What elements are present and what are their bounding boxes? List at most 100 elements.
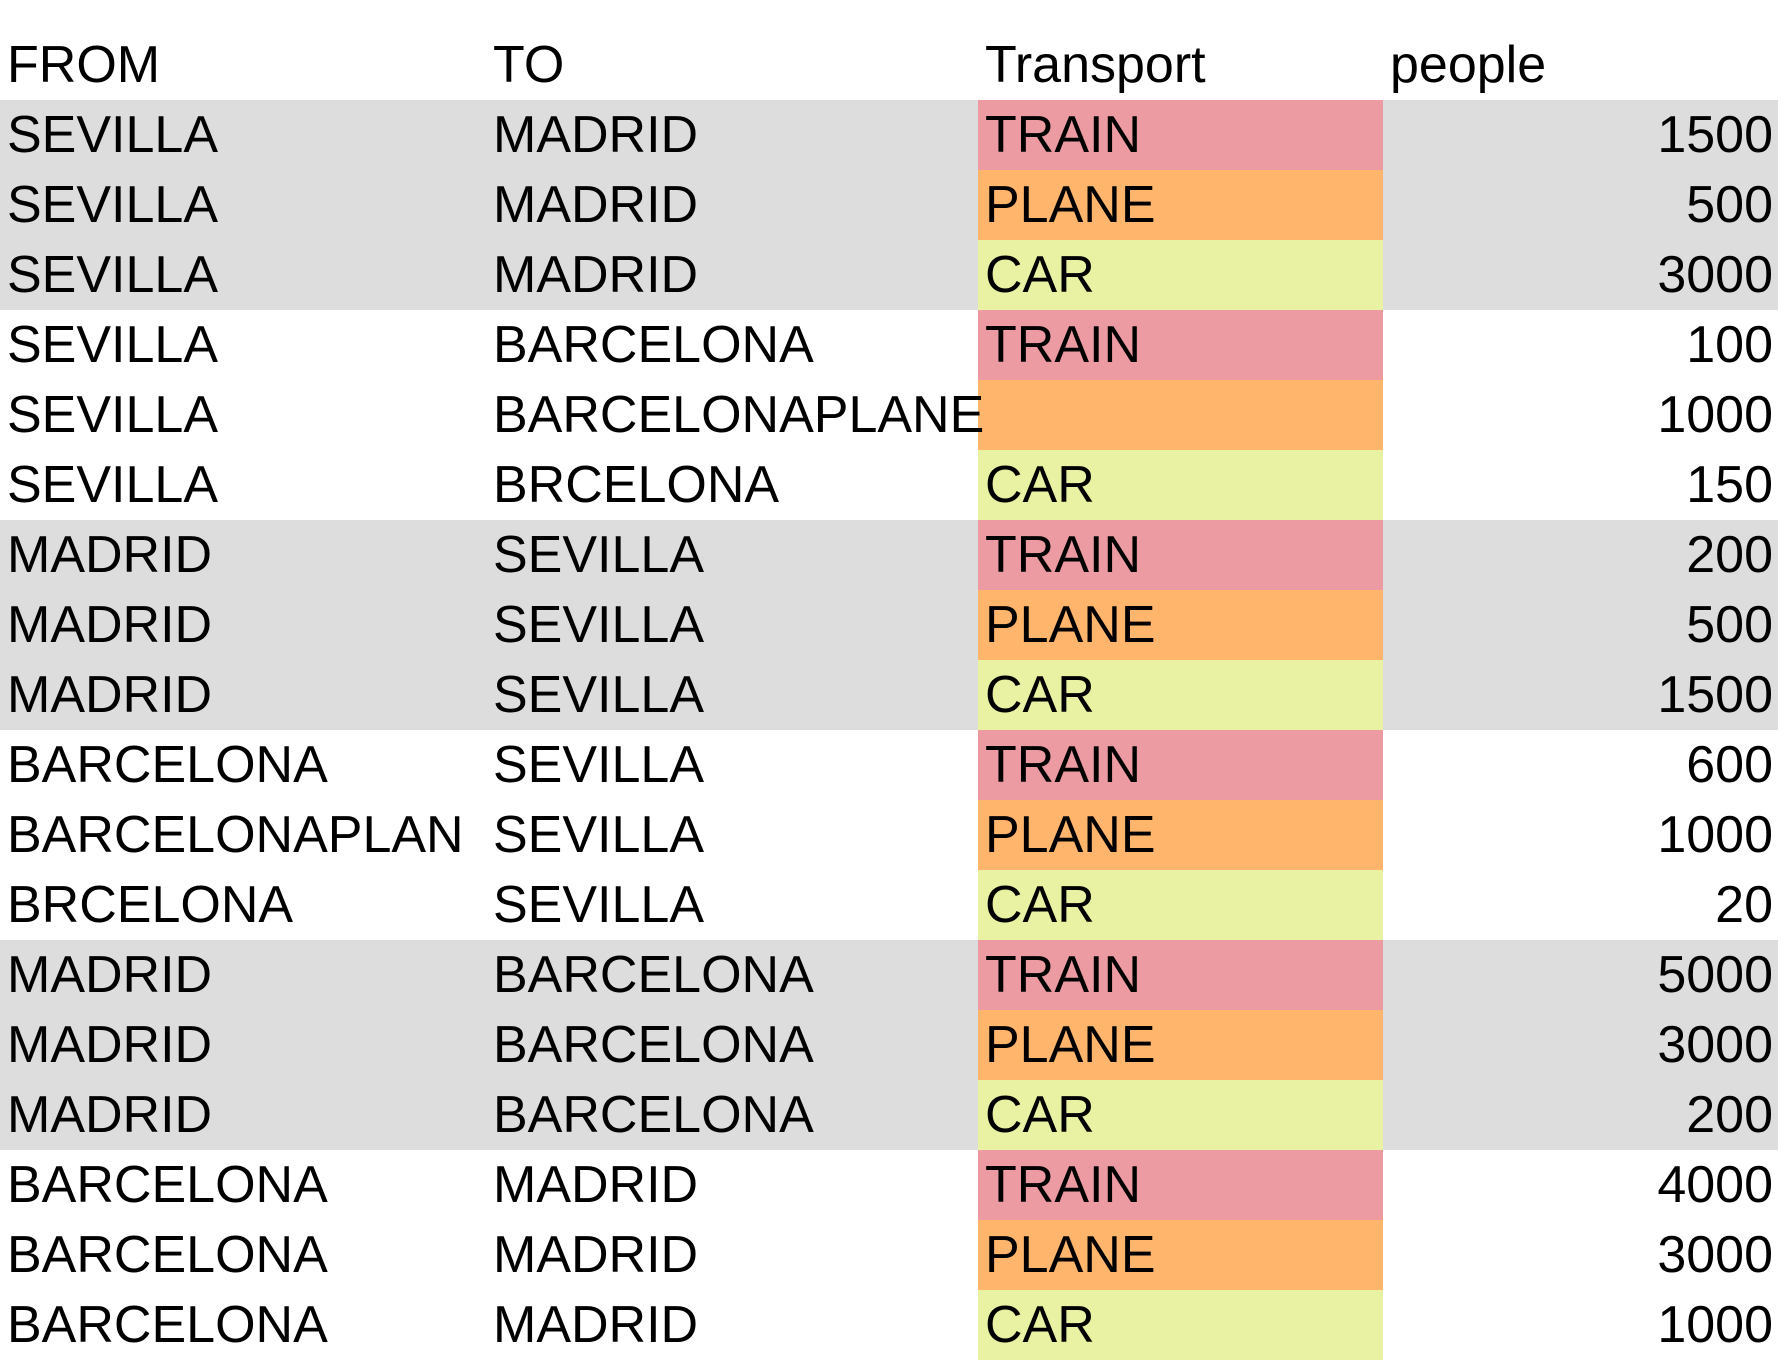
to-cell[interactable]: MADRID <box>493 176 699 234</box>
transport-fill <box>978 240 1383 310</box>
people-cell[interactable]: 3000 <box>1657 246 1773 304</box>
transport-fill <box>978 310 1383 380</box>
table-row: BRCELONA SEVILLA CAR 20 <box>0 870 1778 940</box>
table-row: SEVILLA MADRID TRAIN 1500 <box>0 100 1778 170</box>
people-cell[interactable]: 100 <box>1686 316 1773 374</box>
transport-fill <box>978 380 1383 450</box>
people-cell[interactable]: 200 <box>1686 1086 1773 1144</box>
transport-cell[interactable]: TRAIN <box>985 526 1141 584</box>
from-cell[interactable]: BARCELONA <box>7 736 328 794</box>
to-cell[interactable]: SEVILLA <box>493 666 705 724</box>
from-cell[interactable]: BRCELONA <box>7 876 294 934</box>
table-row: MADRID SEVILLA CAR 1500 <box>0 660 1778 730</box>
to-cell[interactable]: BARCELONA <box>493 946 814 1004</box>
transport-fill <box>978 660 1383 730</box>
table-row: BARCELONA MADRID TRAIN 4000 <box>0 1150 1778 1220</box>
people-cell[interactable]: 1500 <box>1657 106 1773 164</box>
transport-fill <box>978 100 1383 170</box>
from-cell[interactable]: MADRID <box>7 526 213 584</box>
transport-fill <box>978 730 1383 800</box>
from-cell[interactable]: SEVILLA <box>7 106 219 164</box>
transport-fill <box>978 590 1383 660</box>
table-row: MADRID BARCELONA TRAIN 5000 <box>0 940 1778 1010</box>
transport-cell[interactable]: TRAIN <box>985 106 1141 164</box>
transport-cell[interactable]: PLANE <box>985 596 1156 654</box>
transport-cell[interactable]: CAR <box>985 1296 1095 1354</box>
transport-cell[interactable]: TRAIN <box>985 736 1141 794</box>
from-cell[interactable]: SEVILLA <box>7 246 219 304</box>
people-cell[interactable]: 500 <box>1686 176 1773 234</box>
from-cell[interactable]: SEVILLA <box>7 456 219 514</box>
from-cell[interactable]: SEVILLA <box>7 176 219 234</box>
to-cell[interactable]: BARCELONA <box>493 316 814 374</box>
from-cell[interactable]: MADRID <box>7 946 213 1004</box>
table-row: MADRID SEVILLA TRAIN 200 <box>0 520 1778 590</box>
to-cell[interactable]: SEVILLA <box>493 736 705 794</box>
people-cell[interactable]: 600 <box>1686 736 1773 794</box>
to-cell[interactable]: SEVILLA <box>493 526 705 584</box>
to-cell[interactable]: BRCELONA <box>493 456 780 514</box>
people-cell[interactable]: 150 <box>1686 456 1773 514</box>
transport-cell[interactable]: CAR <box>985 246 1095 304</box>
from-cell[interactable]: SEVILLA <box>7 316 219 374</box>
transport-fill <box>978 520 1383 590</box>
people-cell[interactable]: 20 <box>1715 876 1773 934</box>
transport-cell[interactable]: TRAIN <box>985 946 1141 1004</box>
people-cell[interactable]: 5000 <box>1657 946 1773 1004</box>
transport-cell[interactable]: PLANE <box>985 176 1156 234</box>
to-cell[interactable]: MADRID <box>493 1296 699 1354</box>
from-cell[interactable]: MADRID <box>7 596 213 654</box>
people-cell[interactable]: 3000 <box>1657 1226 1773 1284</box>
header-to[interactable]: TO <box>493 36 565 94</box>
to-cell[interactable]: MADRID <box>493 1156 699 1214</box>
from-cell[interactable]: BARCELONA <box>7 1226 328 1284</box>
people-cell[interactable]: 1000 <box>1657 1296 1773 1354</box>
people-cell[interactable]: 500 <box>1686 596 1773 654</box>
header-people[interactable]: people <box>1390 36 1547 94</box>
from-cell[interactable]: BARCELONAPLAN <box>7 806 464 864</box>
transport-cell[interactable]: CAR <box>985 1086 1095 1144</box>
transport-cell[interactable]: PLANE <box>985 1016 1156 1074</box>
transport-fill <box>978 450 1383 520</box>
from-cell[interactable]: MADRID <box>7 1086 213 1144</box>
transport-cell[interactable]: TRAIN <box>985 1156 1141 1214</box>
people-cell[interactable]: 200 <box>1686 526 1773 584</box>
header-row: FROM TO Transport people <box>0 30 1778 100</box>
to-cell[interactable]: MADRID <box>493 106 699 164</box>
transport-cell[interactable]: PLANE <box>985 1226 1156 1284</box>
transport-cell[interactable]: CAR <box>985 456 1095 514</box>
transport-cell[interactable]: TRAIN <box>985 316 1141 374</box>
from-cell[interactable]: SEVILLA <box>7 386 219 444</box>
transport-fill <box>978 1010 1383 1080</box>
transport-cell[interactable]: CAR <box>985 876 1095 934</box>
transport-cell[interactable]: CAR <box>985 666 1095 724</box>
people-cell[interactable]: 1000 <box>1657 386 1773 444</box>
people-cell[interactable]: 1500 <box>1657 666 1773 724</box>
to-cell[interactable]: SEVILLA <box>493 876 705 934</box>
to-cell[interactable]: BARCELONA <box>493 1016 814 1074</box>
from-cell[interactable]: MADRID <box>7 666 213 724</box>
table-row: MADRID BARCELONA PLANE 3000 <box>0 1010 1778 1080</box>
to-cell[interactable]: SEVILLA <box>493 596 705 654</box>
table-row: SEVILLA BARCELONAPLANE 1000 <box>0 380 1778 450</box>
from-cell[interactable]: BARCELONA <box>7 1156 328 1214</box>
people-cell[interactable]: 4000 <box>1657 1156 1773 1214</box>
to-cell[interactable]: MADRID <box>493 246 699 304</box>
people-cell[interactable]: 3000 <box>1657 1016 1773 1074</box>
to-cell[interactable]: MADRID <box>493 1226 699 1284</box>
header-from[interactable]: FROM <box>7 36 161 94</box>
to-cell[interactable]: BARCELONA <box>493 1086 814 1144</box>
table-row: MADRID SEVILLA PLANE 500 <box>0 590 1778 660</box>
people-cell[interactable]: 1000 <box>1657 806 1773 864</box>
transport-fill <box>978 870 1383 940</box>
from-cell[interactable]: MADRID <box>7 1016 213 1074</box>
transport-cell[interactable]: PLANE <box>985 806 1156 864</box>
to-cell[interactable]: SEVILLA <box>493 806 705 864</box>
header-transport[interactable]: Transport <box>985 36 1206 94</box>
table-row: SEVILLA BRCELONA CAR 150 <box>0 450 1778 520</box>
transport-fill <box>978 800 1383 870</box>
transport-fill <box>978 940 1383 1010</box>
to-cell[interactable]: BARCELONAPLANE <box>493 386 985 444</box>
from-cell[interactable]: BARCELONA <box>7 1296 328 1354</box>
table-body: SEVILLA MADRID TRAIN 1500 SEVILLA MADRID PLANE… <box>0 100 1778 1360</box>
